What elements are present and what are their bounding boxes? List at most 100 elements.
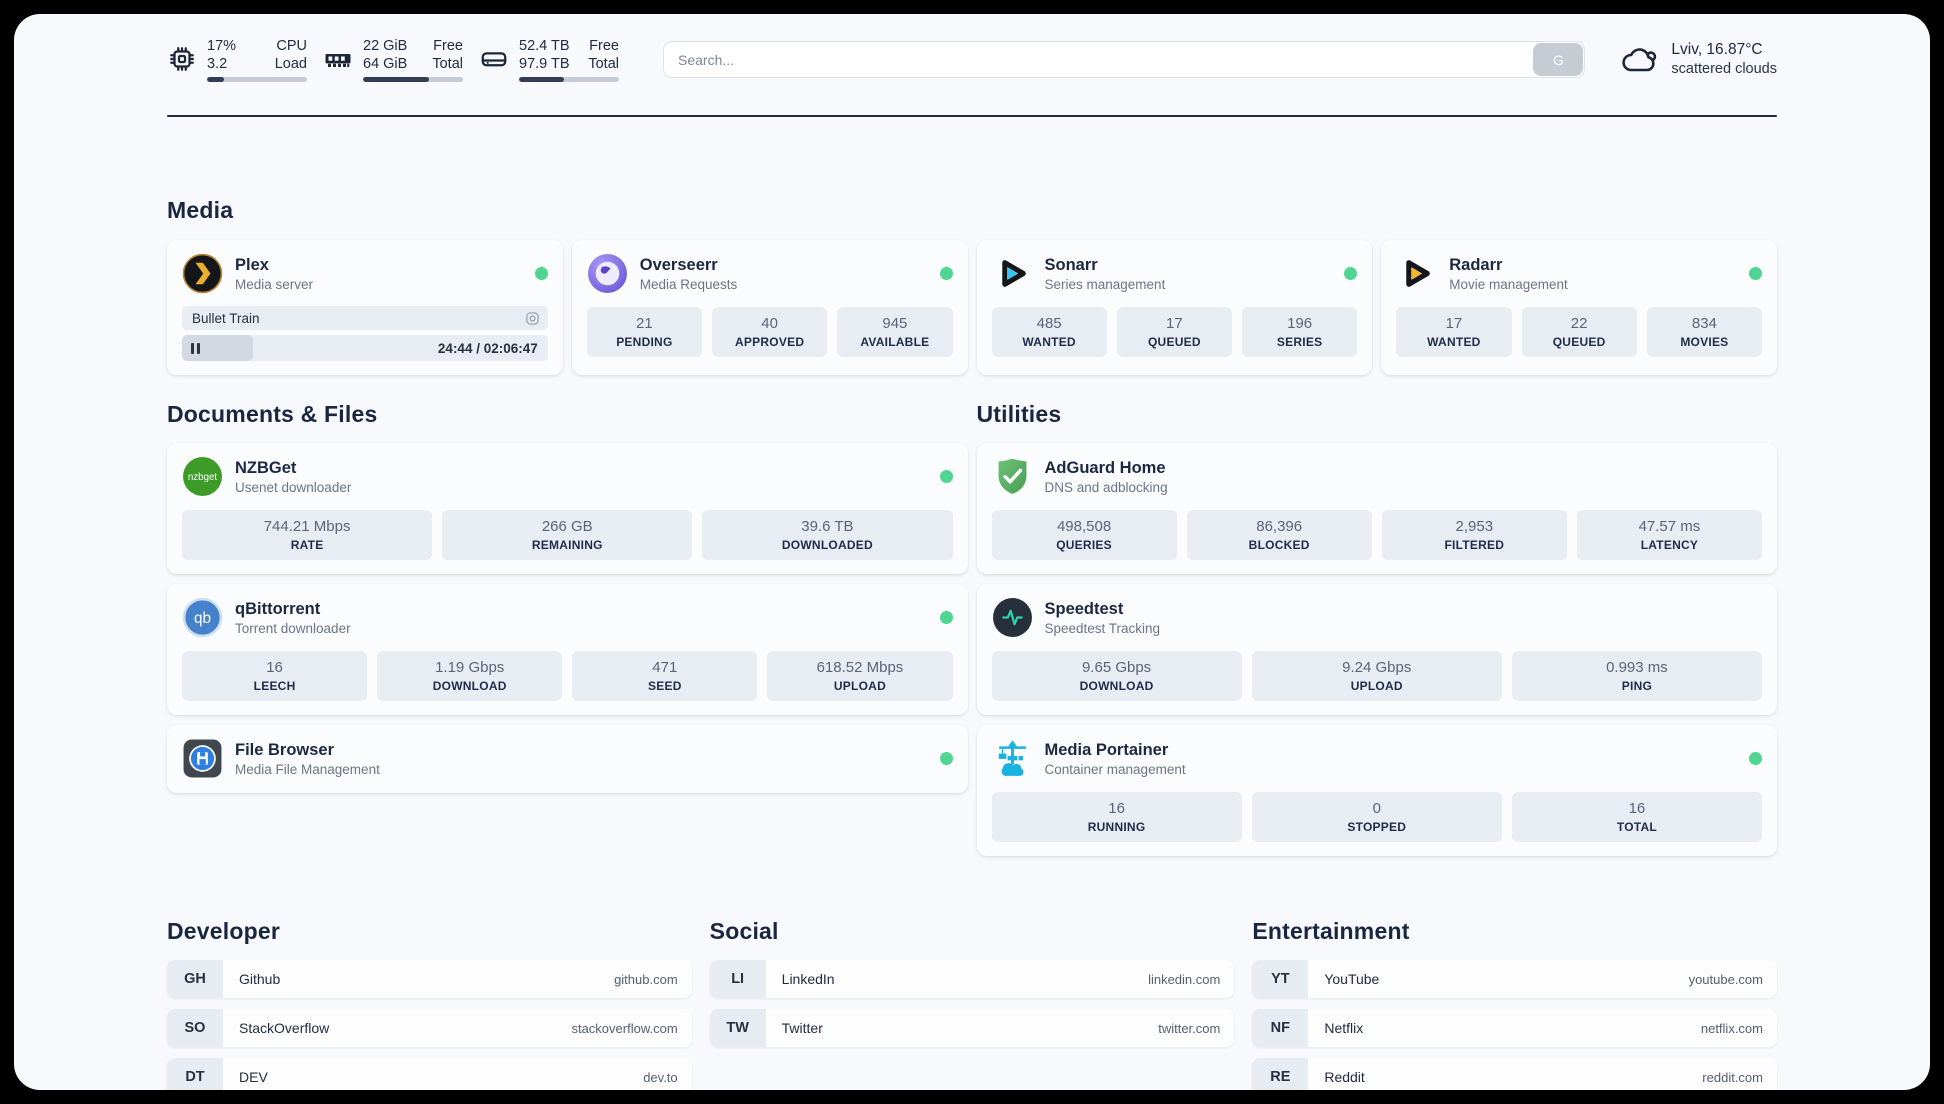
stat-box: 21 PENDING — [586, 307, 702, 357]
bookmark-name: StackOverflow — [239, 1020, 330, 1036]
stat-box: 0 STOPPED — [1251, 792, 1502, 842]
bookmark-name: DEV — [239, 1069, 268, 1085]
bookmark-abbr: TW — [709, 1009, 766, 1047]
search-engine-button[interactable]: G — [1533, 43, 1584, 76]
bookmark-dev[interactable]: DT DEV dev.to — [167, 1058, 692, 1090]
service-desc: Torrent downloader — [235, 621, 351, 636]
section-heading-social: Social — [709, 918, 779, 944]
service-name: Sonarr — [1044, 256, 1098, 274]
bookmark-url: netflix.com — [1700, 1020, 1763, 1036]
memory-progress-bar — [363, 77, 463, 82]
overseerr-icon — [587, 253, 628, 294]
memory-widget: 22 GiB 64 GiB Free Total — [323, 38, 463, 82]
radarr-icon — [1396, 253, 1437, 294]
plex-now-playing-widget: Bullet Train 24:44 / 02:06:47 — [182, 306, 548, 361]
bookmark-netflix[interactable]: NF Netflix netflix.com — [1252, 1009, 1777, 1047]
speedtest-pulse-icon — [992, 597, 1033, 638]
bookmark-url: reddit.com — [1702, 1069, 1763, 1085]
developer-column: Developer GH Github github.com SO StackO… — [167, 918, 692, 1090]
bookmark-twitter[interactable]: TW Twitter twitter.com — [709, 1009, 1235, 1047]
bookmark-youtube[interactable]: YT YouTube youtube.com — [1252, 960, 1777, 998]
stat-box: 471 SEED — [572, 651, 758, 701]
stat-box: 196 SERIES — [1242, 307, 1358, 357]
service-card-sonarr[interactable]: Sonarr Series management 485 WANTED 17 QUE… — [976, 240, 1373, 375]
status-badge — [1344, 267, 1358, 280]
memory-progress-fill — [363, 77, 429, 82]
service-desc: Media server — [235, 277, 314, 292]
cpu-progress-fill — [207, 77, 224, 82]
stat-box: 2,953 FILTERED — [1381, 510, 1567, 560]
bookmark-abbr: LI — [709, 960, 766, 998]
service-card-filebrowser[interactable]: File Browser Media File Management — [167, 725, 968, 793]
filebrowser-icon — [182, 738, 223, 779]
status-badge — [939, 752, 953, 765]
stat-box: 16 LEECH — [182, 651, 368, 701]
disk-values: 52.4 TB 97.9 TB — [519, 38, 570, 72]
status-badge — [939, 267, 953, 280]
service-name: Speedtest — [1044, 600, 1124, 618]
qbittorrent-icon: qb — [182, 597, 223, 638]
weather-condition: scattered clouds — [1671, 61, 1777, 77]
bookmark-reddit[interactable]: RE Reddit reddit.com — [1252, 1058, 1777, 1090]
bookmark-abbr: GH — [167, 960, 223, 998]
media-card-grid: Plex Media server Bullet Train — [167, 240, 1777, 375]
stat-box: 266 GB REMAINING — [442, 510, 693, 560]
stat-box: 834 MOVIES — [1646, 307, 1762, 357]
stat-box: 9.24 Gbps UPLOAD — [1251, 651, 1502, 701]
stat-box: 17 WANTED — [1396, 307, 1512, 357]
stat-box: 1.19 Gbps DOWNLOAD — [377, 651, 563, 701]
service-desc: Speedtest Tracking — [1044, 621, 1161, 636]
service-card-adguard[interactable]: AdGuard Home DNS and adblocking 498,508 Q… — [976, 443, 1777, 574]
service-name: Overseerr — [639, 256, 718, 274]
pause-icon[interactable] — [191, 342, 200, 354]
cpu-labels: CPU Load — [274, 38, 307, 72]
weather-location-temp: Lviv, 16.87°C — [1671, 41, 1763, 58]
bookmark-url: linkedin.com — [1148, 971, 1221, 987]
cpu-progress-bar — [207, 77, 307, 82]
memory-labels: Free Total — [432, 38, 463, 72]
disk-widget: 52.4 TB 97.9 TB Free Total — [479, 38, 619, 82]
bookmark-name: Reddit — [1324, 1069, 1365, 1085]
service-card-radarr[interactable]: Radarr Movie management 17 WANTED 22 QUEUE… — [1381, 240, 1777, 375]
bookmark-name: Netflix — [1324, 1020, 1364, 1036]
stat-box: 22 QUEUED — [1521, 307, 1637, 357]
bookmark-abbr: SO — [167, 1009, 223, 1047]
service-card-portainer[interactable]: Media Portainer Container management 16 R… — [976, 725, 1777, 856]
service-name: File Browser — [235, 741, 335, 759]
service-desc: Container management — [1044, 762, 1186, 777]
section-heading-developer: Developer — [167, 918, 281, 944]
bookmark-abbr: YT — [1252, 960, 1309, 998]
bookmark-stackoverflow[interactable]: SO StackOverflow stackoverflow.com — [167, 1009, 692, 1047]
service-desc: Series management — [1044, 277, 1166, 292]
documents-column: Documents & Files nzbget NZBGet Usenet d… — [167, 401, 968, 793]
service-card-plex[interactable]: Plex Media server Bullet Train — [167, 240, 563, 375]
nzbget-icon: nzbget — [182, 456, 223, 497]
service-desc: Usenet downloader — [235, 480, 352, 495]
bookmark-url: stackoverflow.com — [571, 1020, 678, 1036]
section-heading-utilities: Utilities — [976, 401, 1062, 427]
bookmark-github[interactable]: GH Github github.com — [167, 960, 692, 998]
stat-box: 40 APPROVED — [712, 307, 828, 357]
service-card-nzbget[interactable]: nzbget NZBGet Usenet downloader 744.21 M… — [167, 443, 968, 574]
service-card-speedtest[interactable]: Speedtest Speedtest Tracking 9.65 Gbps DO… — [976, 584, 1777, 715]
search-input[interactable] — [663, 41, 1586, 78]
cpu-widget: 17% 3.2 CPU Load — [167, 38, 307, 82]
utilities-column: Utilities — [976, 401, 1777, 856]
memory-values: 22 GiB 64 GiB — [363, 38, 408, 72]
search-bar: G — [663, 41, 1586, 78]
service-name: NZBGet — [235, 459, 297, 477]
bookmark-linkedin[interactable]: LI LinkedIn linkedin.com — [709, 960, 1235, 998]
service-card-qbittorrent[interactable]: qb qBittorrent Torrent downloader 16 LEEC… — [167, 584, 968, 715]
header-divider — [167, 115, 1777, 117]
display-icon — [525, 311, 540, 326]
portainer-crane-icon — [992, 738, 1033, 779]
service-card-overseerr[interactable]: Overseerr Media Requests 21 PENDING 40 APP… — [571, 240, 968, 375]
weather-widget: Lviv, 16.87°C scattered clouds — [1621, 40, 1777, 79]
bookmark-abbr: RE — [1252, 1058, 1309, 1090]
bookmark-url: twitter.com — [1158, 1020, 1221, 1036]
stat-box: 945 AVAILABLE — [837, 307, 953, 357]
bookmark-url: dev.to — [643, 1069, 678, 1085]
stat-box: 618.52 Mbps UPLOAD — [767, 651, 953, 701]
status-badge — [534, 267, 548, 280]
playback-progress-bar: 24:44 / 02:06:47 — [182, 335, 548, 361]
